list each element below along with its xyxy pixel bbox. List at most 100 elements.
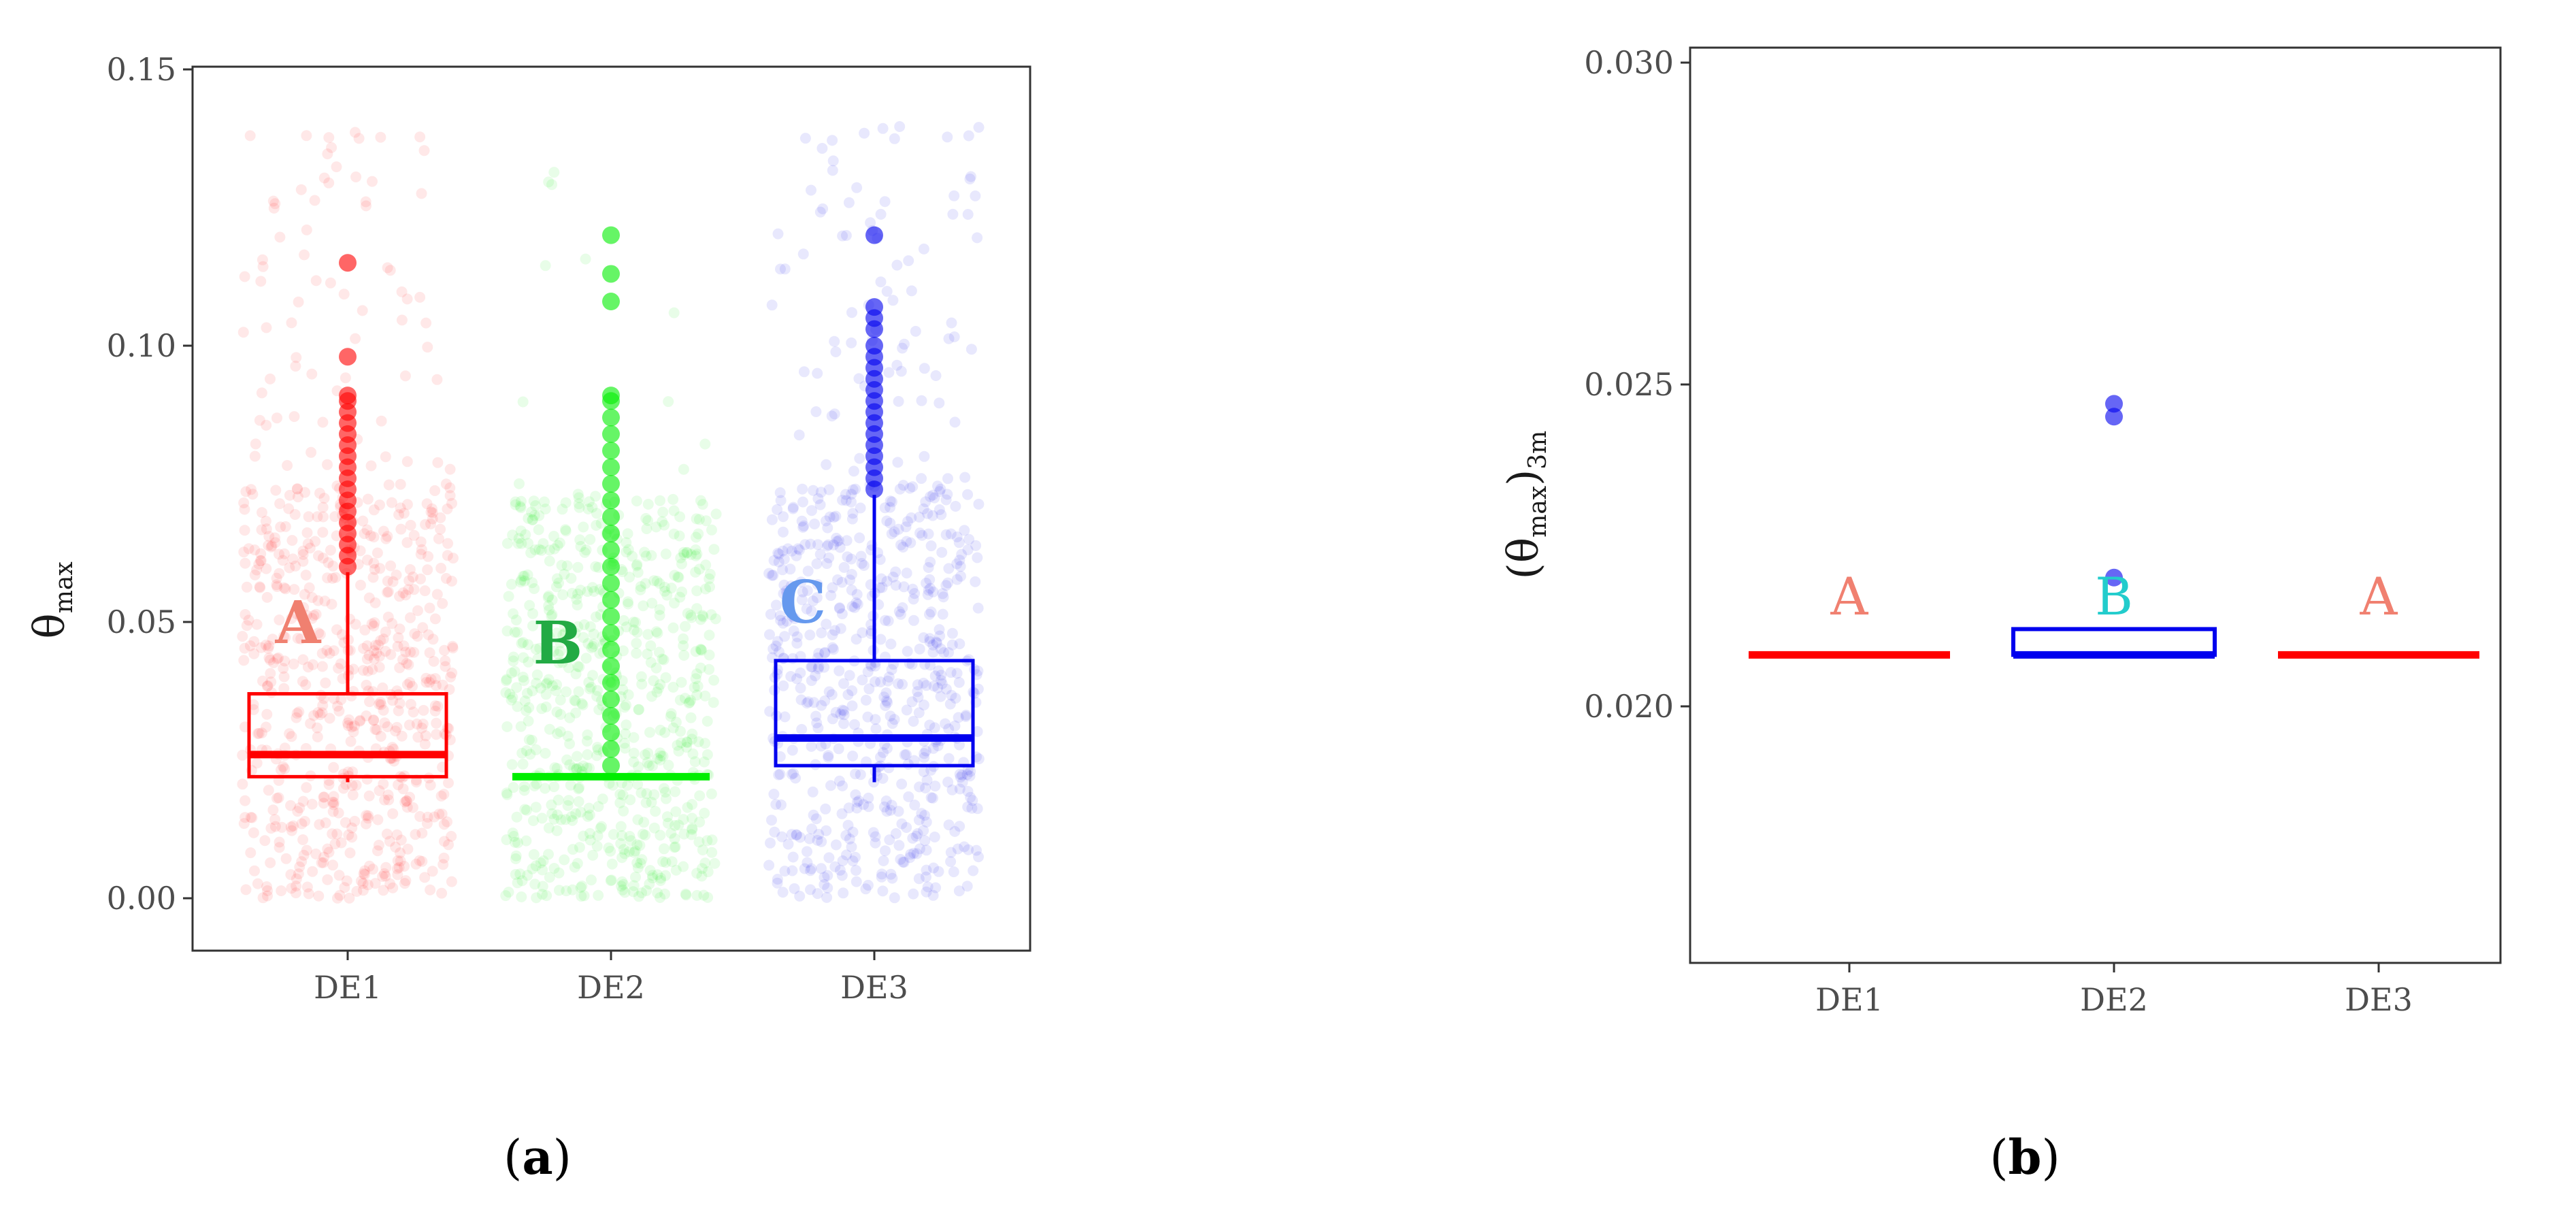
jitter-point [659, 582, 670, 593]
jitter-point [318, 511, 329, 523]
jitter-point [251, 757, 263, 769]
outlier-point [602, 690, 620, 708]
jitter-point [646, 597, 658, 609]
jitter-point [306, 446, 317, 458]
jitter-point [427, 634, 439, 645]
jitter-point [901, 704, 912, 716]
jitter-point [909, 800, 921, 810]
jitter-point [875, 208, 887, 220]
jitter-point [885, 495, 896, 507]
jitter-point [382, 586, 394, 597]
jitter-point [317, 527, 329, 538]
jitter-point [697, 610, 708, 621]
jitter-point [306, 368, 318, 380]
jitter-point [432, 700, 444, 712]
jitter-point [543, 631, 555, 642]
jitter-point [403, 719, 415, 731]
jitter-point [895, 539, 906, 551]
jitter-point [885, 502, 896, 513]
jitter-point [973, 753, 985, 765]
jitter-point [767, 643, 779, 655]
jitter-point [642, 649, 653, 660]
jitter-point [591, 520, 602, 531]
jitter-point [897, 678, 908, 690]
jitter-point [623, 689, 634, 700]
jitter-point [604, 778, 615, 789]
jitter-point [840, 830, 852, 841]
jitter-point [674, 530, 685, 542]
jitter-point [912, 679, 923, 691]
jitter-point [961, 881, 973, 892]
jitter-point [765, 837, 776, 849]
jitter-point [955, 772, 966, 783]
jitter-point [870, 714, 881, 725]
jitter-point [285, 800, 297, 811]
jitter-point [925, 659, 936, 671]
jitter-point [572, 588, 584, 600]
jitter-point [689, 756, 701, 768]
jitter-point [322, 148, 333, 160]
jitter-point [501, 538, 513, 549]
jitter-point [791, 829, 802, 840]
jitter-point [261, 419, 272, 431]
jitter-point [433, 808, 445, 820]
jitter-point [582, 729, 593, 740]
jitter-point [779, 631, 791, 642]
jitter-point [588, 628, 599, 640]
jitter-point [387, 695, 399, 706]
jitter-point [560, 814, 572, 825]
jitter-point [278, 671, 290, 683]
jitter-point [827, 582, 838, 593]
jitter-point [806, 661, 818, 672]
jitter-point [628, 732, 640, 743]
jitter-point [536, 703, 548, 715]
jitter-point [328, 645, 340, 657]
jitter-point [914, 781, 925, 793]
jitter-point [387, 882, 399, 893]
jitter-point [523, 639, 533, 651]
jitter-point [667, 681, 679, 693]
jitter-point [887, 295, 899, 306]
jitter-point [846, 700, 858, 712]
jitter-point [277, 555, 288, 566]
jitter-point [576, 891, 587, 902]
jitter-point [446, 576, 457, 587]
jitter-point [905, 537, 917, 548]
outlier-point [602, 293, 620, 311]
jitter-point [393, 779, 404, 791]
group-letters: A BC [275, 568, 827, 678]
jitter-point [629, 847, 640, 858]
jitter-point [546, 594, 558, 606]
jitter-point [846, 337, 857, 348]
jitter-point [537, 864, 548, 876]
jitter-point [512, 627, 523, 638]
jitter-point [288, 411, 300, 423]
jitter-point [501, 674, 512, 685]
jitter-point [391, 863, 403, 874]
jitter-point [515, 525, 527, 537]
jitter-point [972, 552, 983, 563]
jitter-point [901, 822, 912, 833]
jitter-point [293, 491, 303, 503]
jitter-point [518, 652, 529, 663]
plot-frame [1689, 46, 2502, 964]
x-tick-label: DE2 [577, 969, 645, 1006]
jitter-point [523, 656, 534, 668]
jitter-point [552, 649, 564, 660]
jitter-point [516, 891, 527, 902]
jitter-point [437, 859, 449, 870]
jitter-point [865, 217, 876, 229]
jitter-point [806, 823, 818, 835]
jitter-point [946, 689, 957, 701]
jitter-point [256, 387, 267, 399]
jitter-point [881, 286, 893, 297]
jitter-point [678, 650, 690, 661]
jitter-point [576, 881, 588, 891]
jitter-point [837, 855, 848, 866]
jitter-point [911, 848, 923, 859]
x-axis: DE1 DE2 DE3 [1815, 963, 2413, 1018]
jitter-point [297, 834, 309, 845]
jitter-point [375, 635, 386, 646]
jitter-point [523, 715, 534, 727]
jitter-point [795, 576, 807, 588]
